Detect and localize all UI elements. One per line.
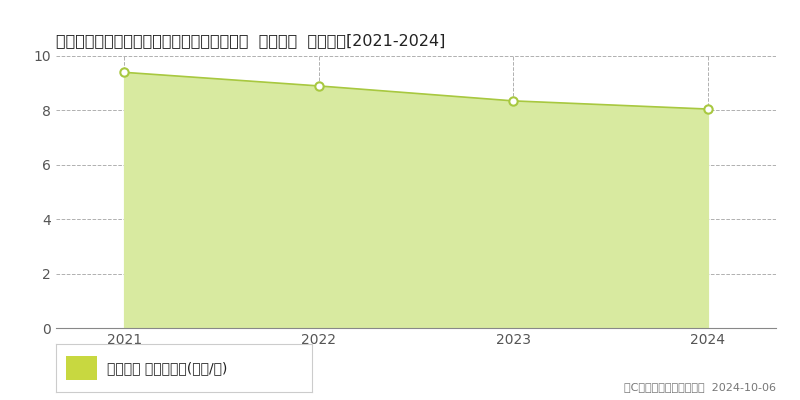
Text: （C）土地価格ドットコム  2024-10-06: （C）土地価格ドットコム 2024-10-06 xyxy=(624,382,776,392)
Text: 愛知県知多郡南知多町大字豊浜字鳥居８８番  基準地価  地価推移[2021-2024]: 愛知県知多郡南知多町大字豊浜字鳥居８８番 基準地価 地価推移[2021-2024… xyxy=(56,33,446,48)
FancyBboxPatch shape xyxy=(66,356,97,380)
Text: 基準地価 平均坪単価(万円/坪): 基準地価 平均坪単価(万円/坪) xyxy=(107,361,227,375)
